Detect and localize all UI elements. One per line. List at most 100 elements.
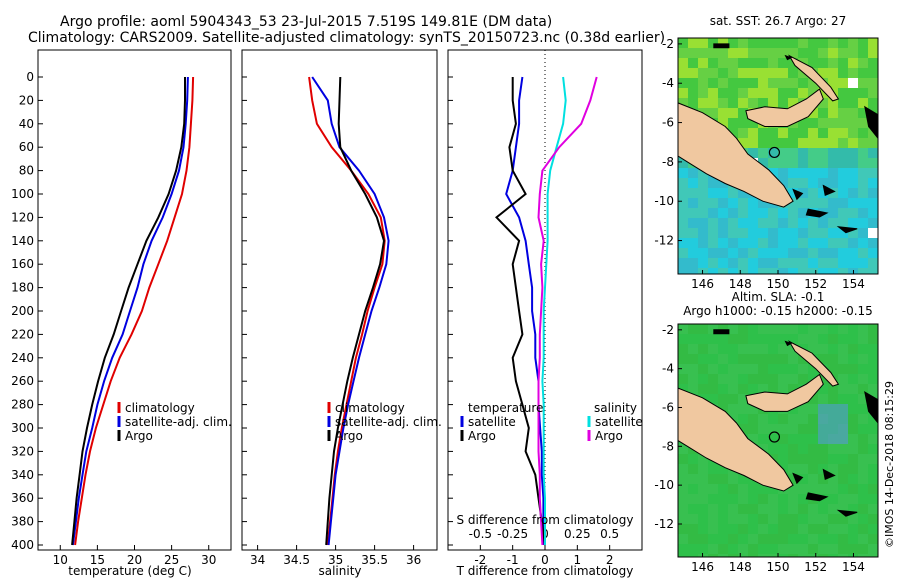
map-cell xyxy=(788,198,799,209)
map-cell xyxy=(828,484,839,495)
map-cell xyxy=(738,344,749,355)
map-cell xyxy=(818,128,829,139)
map-cell xyxy=(788,494,799,505)
map-cell xyxy=(868,128,878,139)
map-cell xyxy=(738,414,749,425)
map-cell xyxy=(738,404,749,415)
map-cell xyxy=(678,524,689,535)
map-cell xyxy=(778,88,789,99)
map-cell xyxy=(848,68,859,79)
map-cell xyxy=(758,434,769,445)
legend-t-argo-label: Argo xyxy=(468,429,496,443)
map-cell xyxy=(818,178,829,189)
map-cell xyxy=(688,228,699,239)
map-cell xyxy=(858,504,869,515)
series-line-argo xyxy=(71,77,186,546)
map-cell xyxy=(678,454,689,465)
map-cell xyxy=(848,158,859,169)
map-cell xyxy=(718,248,729,259)
map-cell xyxy=(698,554,709,557)
y-tick-label: -6 xyxy=(662,400,674,414)
map-cell xyxy=(838,268,849,274)
map-cell xyxy=(688,248,699,259)
map-cell xyxy=(868,188,878,199)
map-cell xyxy=(868,424,878,435)
map-cell xyxy=(758,148,769,159)
map-cell xyxy=(758,88,769,99)
map-cell xyxy=(838,324,849,335)
map-cell xyxy=(868,374,878,385)
map-cell xyxy=(798,248,809,259)
plot-frame xyxy=(241,49,438,551)
y-tick-label: -10 xyxy=(654,478,674,492)
map-cell xyxy=(858,178,869,189)
map-cell xyxy=(868,434,878,445)
map-cell xyxy=(848,218,859,229)
map-cell xyxy=(848,404,859,415)
map-cell xyxy=(838,384,849,395)
map-cell xyxy=(738,118,749,129)
map-cell xyxy=(728,334,739,345)
map-cell xyxy=(698,524,709,535)
land-polygon xyxy=(864,391,878,424)
map-cell xyxy=(678,334,689,345)
map-cell xyxy=(818,474,829,485)
map-cell xyxy=(718,324,729,335)
map-cell xyxy=(708,238,719,249)
map-cell xyxy=(838,404,849,415)
map-cell xyxy=(828,198,839,209)
map-cell xyxy=(698,474,709,485)
temperature-panel: 10 15 20 25 30020406080100120140160180200220… xyxy=(11,49,232,567)
map-cell xyxy=(858,228,869,239)
map-cell xyxy=(768,504,779,515)
map-cell xyxy=(738,524,749,535)
map-cell xyxy=(748,494,759,505)
map-cell xyxy=(858,324,869,335)
map-cell xyxy=(718,238,729,249)
map-cell xyxy=(718,78,729,89)
map-cell xyxy=(808,514,819,525)
map-cell xyxy=(788,444,799,455)
map-cell xyxy=(708,354,719,365)
map-cell xyxy=(678,484,689,495)
x-tick-label: 20 xyxy=(127,553,142,567)
map-cell xyxy=(738,138,749,149)
map-cell xyxy=(798,238,809,249)
map-cell xyxy=(838,88,849,99)
map-cell xyxy=(808,404,819,415)
map-cell xyxy=(838,334,849,345)
map-cell xyxy=(768,354,779,365)
map-cell xyxy=(748,554,759,557)
map-cell xyxy=(738,384,749,395)
map-cell xyxy=(818,324,829,335)
map-cell xyxy=(848,484,859,495)
map-cell xyxy=(778,68,789,79)
map-cell xyxy=(778,58,789,69)
map-cell xyxy=(788,514,799,525)
map-cell xyxy=(778,504,789,515)
land-polygon xyxy=(745,88,824,127)
map-cell xyxy=(698,494,709,505)
map-cell xyxy=(788,98,799,109)
map-cell xyxy=(708,78,719,89)
map-cell xyxy=(868,68,878,79)
map-cell xyxy=(678,248,689,259)
map-cell xyxy=(768,168,779,179)
map-cell xyxy=(758,98,769,109)
x-tick-label: 0 xyxy=(541,553,549,567)
land-polygon xyxy=(805,492,829,502)
x-tick-label: 2 xyxy=(606,553,614,567)
map-cell xyxy=(688,48,699,59)
map-cell xyxy=(868,504,878,515)
map-cell xyxy=(808,238,819,249)
map-cell xyxy=(708,228,719,239)
x-tick-label: 146 xyxy=(691,560,714,574)
map-cell xyxy=(788,414,799,425)
map-cell xyxy=(748,504,759,515)
map-cell xyxy=(688,494,699,505)
map-cell xyxy=(798,514,809,525)
map-cell xyxy=(798,504,809,515)
map-cell xyxy=(848,78,859,89)
map-cell xyxy=(868,178,878,189)
map-cell xyxy=(748,334,759,345)
